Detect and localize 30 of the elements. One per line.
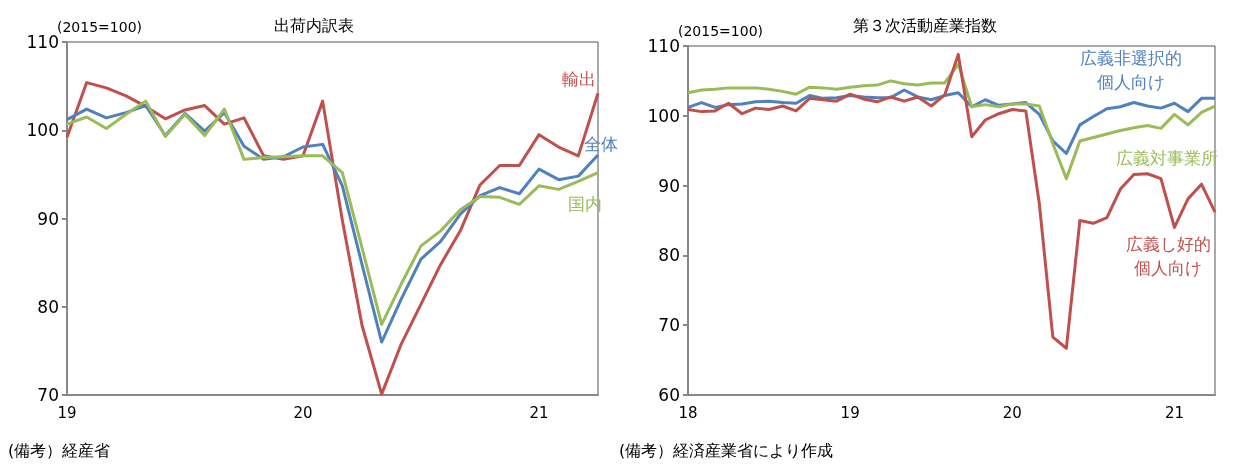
x-tick-label: 21 (529, 403, 549, 422)
chart-title: 出荷内訳表 (273, 15, 354, 35)
chart-title: 第３次活動産業指数 (852, 15, 997, 35)
series-label: 広義対事業所 (1116, 148, 1218, 169)
y-tick-label: 70 (658, 315, 680, 336)
x-tick-label: 20 (1002, 403, 1022, 422)
x-tick-label: 21 (1164, 403, 1185, 422)
text: (備考）経済産業省により作成 (619, 440, 834, 460)
text: (備考）経産省 (8, 440, 111, 460)
x-tick-label: 19 (57, 403, 77, 422)
y-tick-label: 110 (26, 32, 59, 52)
y-tick-label: 90 (658, 175, 680, 196)
series-label: 全体 (584, 133, 618, 154)
y-tick-label: 80 (658, 245, 680, 266)
y-tick-label: 100 (647, 105, 680, 126)
series-label: 輸出 (562, 69, 596, 90)
series-label: 広義非選択的個人向け (1080, 48, 1182, 93)
y-tick-label: 110 (647, 36, 680, 56)
y-axis-title: (2015=100) (678, 22, 764, 39)
series-label: 広義し好的個人向け (1125, 234, 1211, 279)
x-tick-label: 20 (293, 403, 313, 422)
y-tick-label: 80 (37, 296, 59, 317)
x-tick-label: 18 (678, 403, 698, 422)
y-tick-label: 90 (37, 208, 59, 229)
y-tick-label: 70 (37, 385, 59, 405)
y-tick-label: 60 (658, 385, 680, 405)
series-label: 国内 (568, 193, 602, 214)
y-tick-label: 100 (26, 120, 59, 141)
y-axis-title: (2015=100) (57, 18, 143, 35)
x-tick-label: 19 (840, 403, 860, 422)
